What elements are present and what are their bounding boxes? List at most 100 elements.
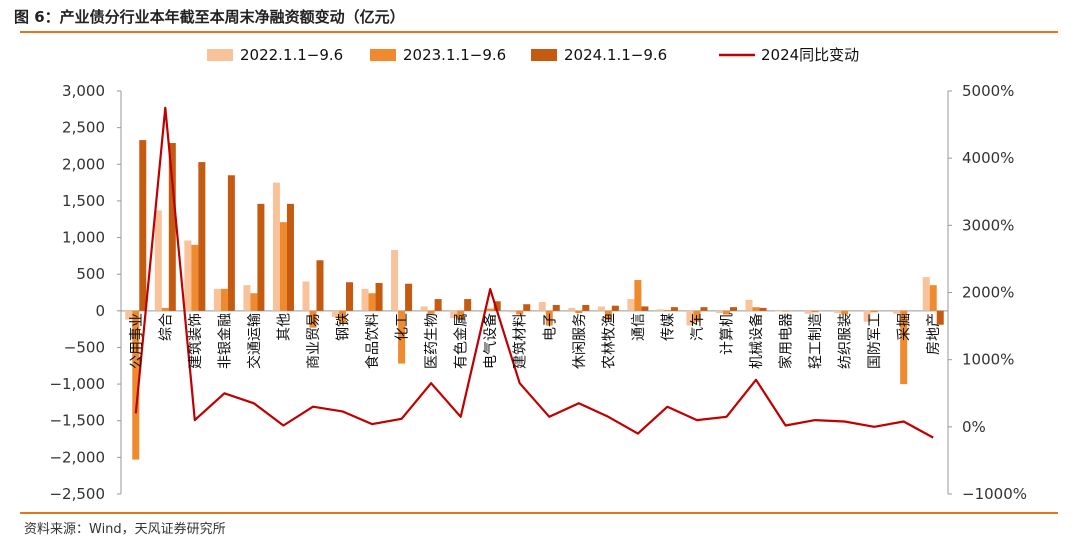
bottom-rule	[20, 512, 1058, 514]
bar-2023	[811, 310, 819, 313]
bar-2024	[346, 282, 354, 311]
chart-title: 图 6：产业债分行业本年截至本周末净融资额变动（亿元）	[14, 8, 405, 26]
bar-2024	[286, 203, 294, 311]
right-tick-label: 0%	[962, 418, 986, 436]
category-label: 传媒	[660, 313, 676, 341]
bar-2022	[834, 310, 842, 314]
bar-2022	[479, 310, 487, 313]
bar-2024	[434, 299, 442, 311]
bar-2022	[509, 310, 517, 313]
bar-2024	[139, 140, 147, 311]
bar-2024	[464, 299, 472, 311]
category-label: 电气设备	[482, 313, 499, 369]
bar-2023	[870, 310, 878, 313]
legend-label: 2022.1.1−9.6	[240, 46, 343, 64]
category-label: 电子	[542, 313, 558, 341]
bar-2023	[220, 288, 228, 311]
bar-2022	[450, 310, 458, 319]
left-tick-label: 500	[76, 265, 105, 283]
source-note: 资料来源：Wind，天风证券研究所	[24, 522, 226, 537]
bar-2022	[213, 288, 221, 311]
category-label: 轻工制造	[808, 313, 824, 369]
legend-swatch	[531, 49, 557, 61]
bar-2023	[604, 310, 612, 321]
bar-2023	[191, 244, 199, 311]
bar-2022	[243, 285, 251, 311]
bar-2024	[227, 175, 235, 311]
top-rule	[20, 31, 1058, 33]
bar-2024	[493, 301, 501, 311]
category-label: 综合	[158, 313, 174, 341]
bar-2024	[582, 304, 590, 311]
bar-2023	[309, 310, 317, 328]
bar-2024	[316, 260, 324, 311]
bar-2023	[339, 310, 347, 325]
right-tick-label: 4000%	[962, 149, 1014, 167]
bar-2022	[272, 182, 280, 311]
category-label: 有色金属	[453, 313, 470, 369]
bar-2023	[516, 310, 524, 315]
category-label: 国防军工	[867, 313, 883, 369]
category-label: 汽车	[689, 313, 706, 341]
category-label: 采掘	[897, 313, 913, 341]
category-label: 商业贸易	[306, 313, 322, 369]
bar-2023	[752, 307, 760, 311]
bar-2022	[568, 307, 576, 311]
bar-2023	[782, 310, 790, 312]
bars	[125, 140, 944, 460]
bar-2023	[427, 310, 435, 314]
bar-2022	[893, 310, 901, 314]
bar-2022	[686, 310, 694, 326]
bar-2022	[154, 210, 162, 311]
bar-2023	[132, 310, 140, 460]
category-labels: 公用事业 综合 建筑装饰 非银金融 交通运输 其他 商业贸易 钢铁 食品饮料 化工 医药生物 有色金属…	[129, 313, 942, 369]
left-tick-label: −2,000	[49, 448, 105, 466]
bar-2022	[361, 288, 369, 311]
bar-2023	[250, 293, 258, 311]
bar-2024	[405, 283, 413, 311]
legend: 2022.1.1−9.6 2023.1.1−9.6 2024.1.1−9.6 2024…	[207, 46, 859, 64]
bar-2022	[804, 310, 812, 314]
category-label: 建筑材料	[513, 313, 529, 369]
bar-2024	[168, 143, 176, 311]
bar-2024	[759, 307, 767, 311]
category-label: 纺织服装	[838, 313, 854, 369]
category-label: 食品饮料	[364, 313, 381, 369]
legend-swatch	[370, 49, 396, 61]
bar-2022	[184, 240, 192, 311]
bar-2022	[715, 310, 723, 314]
bar-2023	[161, 307, 169, 311]
legend-label: 2024.1.1−9.6	[564, 46, 667, 64]
category-label: 计算机	[719, 313, 735, 355]
bar-2022	[656, 309, 664, 311]
bar-2024	[936, 310, 944, 325]
bar-2023	[663, 310, 671, 311]
bar-2022	[597, 306, 605, 311]
bar-2022	[775, 310, 783, 312]
bar-2023	[457, 310, 465, 320]
category-label: 其他	[276, 313, 292, 341]
bar-2024	[611, 305, 619, 311]
bar-2024	[552, 304, 560, 311]
left-tick-label: 3,000	[62, 82, 105, 100]
category-label: 休闲服务	[572, 313, 588, 369]
left-tick-label: 2,500	[62, 119, 105, 137]
left-tick-label: 0	[95, 302, 105, 320]
bar-2023	[486, 308, 494, 311]
legend-swatch	[207, 49, 233, 61]
left-tick-label: 1,500	[62, 192, 105, 210]
bar-2023	[722, 310, 730, 315]
bar-2024	[523, 304, 531, 311]
legend-label: 2023.1.1−9.6	[403, 46, 506, 64]
bar-2024	[670, 307, 678, 311]
category-label: 房地产	[926, 313, 942, 355]
bar-2022	[302, 281, 310, 311]
right-tick-label: 5000%	[962, 82, 1014, 100]
category-label: 建筑装饰	[188, 313, 204, 369]
bar-2024	[198, 162, 206, 311]
bar-2023	[398, 310, 406, 364]
bar-2023	[368, 293, 376, 311]
yoy-series-line	[134, 106, 934, 439]
bar-2022	[391, 250, 399, 311]
bar-2023	[634, 280, 642, 311]
